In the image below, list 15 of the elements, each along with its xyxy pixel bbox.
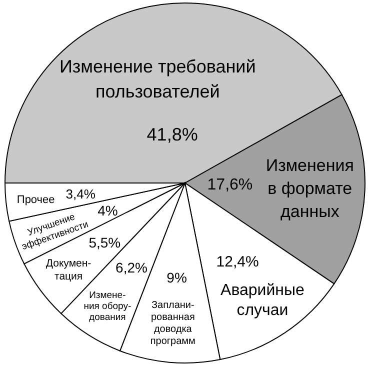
data-label: 4%: [98, 202, 118, 218]
slice-label: Измене- ния обору- дования: [84, 290, 132, 323]
slice-label: Прочее: [16, 194, 55, 206]
slice-label: Изменение требований пользователей: [59, 56, 256, 102]
slice-label: Аварийные случаи: [220, 282, 305, 320]
data-label: 9%: [166, 270, 187, 286]
data-label: 6,2%: [116, 259, 148, 276]
slice-label: Докумен- тация: [46, 258, 92, 283]
data-label: 5,5%: [88, 234, 121, 251]
data-label: 17,6%: [207, 176, 253, 194]
data-label: 12,4%: [216, 254, 259, 271]
slice-label: Заплани- рованная доводка программ: [150, 300, 196, 347]
slice-label: Изменения в формате данных: [266, 156, 354, 222]
data-label: 3,4%: [66, 186, 96, 202]
data-label: 41,8%: [146, 124, 198, 145]
